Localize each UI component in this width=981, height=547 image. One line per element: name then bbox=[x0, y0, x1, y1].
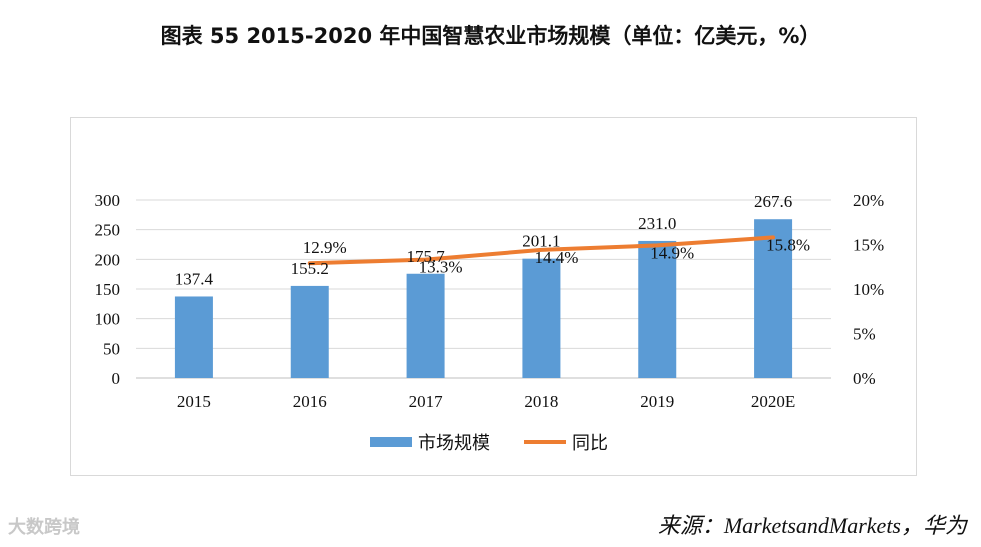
legend-swatch-bar bbox=[370, 437, 412, 447]
x-tick-label: 2019 bbox=[640, 392, 674, 411]
line-value-label: 13.3% bbox=[419, 258, 463, 277]
chart-svg: 0 50 100 150 200 250 300 0% 5% 10% 15% 20% 2015 2016 2… bbox=[95, 191, 885, 454]
axes: 0 50 100 150 200 250 300 0% 5% 10% 15% 20% 2015 2016 2… bbox=[95, 191, 885, 411]
y-left-tick-label: 200 bbox=[95, 250, 121, 269]
y-left-tick-label: 0 bbox=[112, 369, 121, 388]
gridlines bbox=[136, 199, 831, 379]
x-tick-label: 2020E bbox=[751, 392, 795, 411]
watermark-logo: 大数跨境 bbox=[8, 517, 80, 538]
bar-value-label: 175.7 bbox=[406, 247, 445, 266]
line-value-label: 15.8% bbox=[766, 235, 810, 254]
line-value-label: 14.9% bbox=[650, 243, 694, 262]
legend-label-line: 同比 bbox=[572, 433, 608, 454]
line-value-label: 12.9% bbox=[303, 238, 347, 257]
y-right-tick-label: 0% bbox=[853, 369, 876, 388]
legend-label-bar: 市场规模 bbox=[418, 433, 490, 454]
line-series bbox=[307, 235, 776, 266]
chart-title: 图表 55 2015-2020 年中国智慧农业市场规模（单位：亿美元，%） bbox=[160, 24, 821, 48]
x-tick-label: 2016 bbox=[293, 392, 327, 411]
y-left-tick-label: 50 bbox=[103, 339, 120, 358]
data-labels: 137.4 155.2 175.7 201.1 231.0 267.6 12.9% 13.3%… bbox=[175, 192, 810, 288]
bar bbox=[406, 273, 445, 378]
chart-frame: 0 50 100 150 200 250 300 0% 5% 10% 15% 20% 2015 2016 2… bbox=[70, 117, 917, 476]
line-value-label: 14.4% bbox=[534, 248, 578, 267]
legend: 市场规模 同比 bbox=[370, 433, 608, 454]
bar-series bbox=[174, 219, 793, 378]
bar bbox=[638, 240, 677, 378]
x-tick-label: 2015 bbox=[177, 392, 211, 411]
y-left-tick-label: 100 bbox=[95, 310, 121, 329]
y-right-tick-label: 5% bbox=[853, 325, 876, 344]
y-right-tick-label: 10% bbox=[853, 280, 884, 299]
bar bbox=[754, 219, 793, 378]
x-tick-label: 2018 bbox=[524, 392, 558, 411]
y-right-tick-label: 20% bbox=[853, 191, 884, 210]
bar-value-label: 155.2 bbox=[291, 259, 329, 278]
bar bbox=[522, 258, 561, 378]
y-left-tick-label: 150 bbox=[95, 280, 121, 299]
source-note: 来源：MarketsandMarkets，华为 bbox=[657, 513, 967, 538]
y-right-tick-label: 15% bbox=[853, 236, 884, 255]
y-left-tick-label: 250 bbox=[95, 221, 121, 240]
bar-value-label: 267.6 bbox=[754, 192, 792, 211]
bar-value-label: 231.0 bbox=[638, 214, 676, 233]
x-tick-label: 2017 bbox=[409, 392, 444, 411]
bar bbox=[290, 285, 329, 378]
bar-value-label: 137.4 bbox=[175, 269, 214, 288]
bar-value-label: 201.1 bbox=[522, 232, 560, 251]
bar bbox=[174, 296, 213, 378]
y-left-tick-label: 300 bbox=[95, 191, 121, 210]
